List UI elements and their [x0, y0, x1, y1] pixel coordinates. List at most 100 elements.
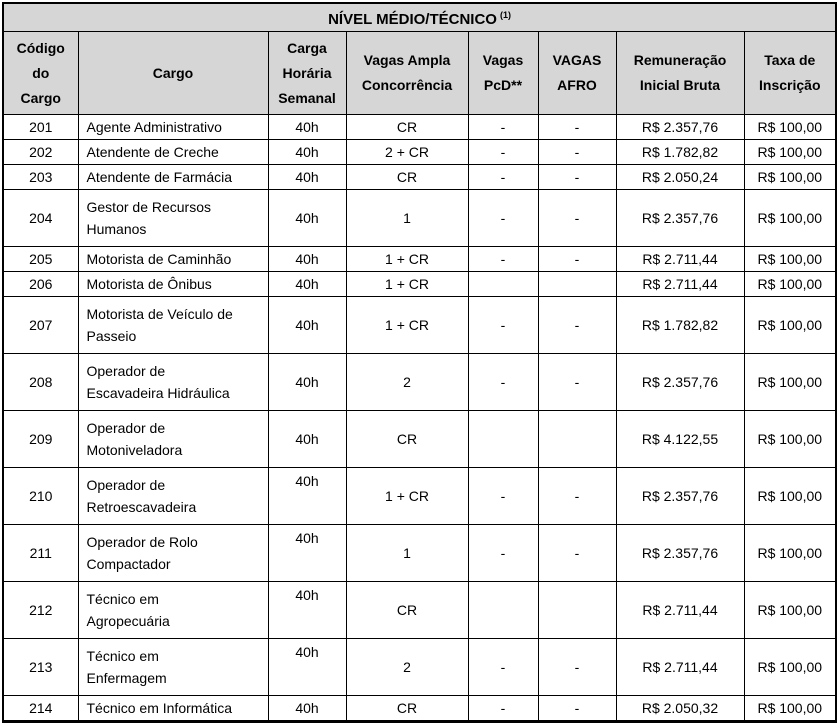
cell-vagas-pcd	[467, 581, 539, 639]
cell-vagas-ampla: CR	[345, 164, 469, 190]
cell-cargo: Técnico em Informática	[77, 695, 269, 722]
table-row: 214 Técnico em Informática 40h CR - - R$ 2.050…	[2, 695, 837, 722]
col-header-vagas-ampla-concorrencia: Vagas Ampla Concorrência	[345, 31, 469, 115]
cell-vagas-ampla: 1 + CR	[345, 271, 469, 297]
table-row: 213 Técnico em Enfermagem 40h 2- - R$ 2.711,4…	[2, 638, 837, 696]
cell-codigo: 206	[2, 271, 79, 297]
cell-cargo: Operador de Escavadeira Hidráulica	[77, 353, 269, 411]
cell-carga: 40h	[267, 139, 347, 165]
table-row: 209 Operador de Motoniveladora 40h CR R$ 4.1…	[2, 410, 837, 468]
cell-carga: 40h	[267, 296, 347, 354]
table-row: 207 Motorista de Veículo de Passeio 40h 1 +…	[2, 296, 837, 354]
table-row: 202 Atendente de Creche 40h 2 + CR - - R$ 1.78…	[2, 139, 837, 165]
cell-carga: 40h	[267, 410, 347, 468]
cell-carga: 40h	[267, 467, 347, 525]
cell-taxa: R$ 100,00	[743, 353, 837, 411]
cell-cargo: Gestor de Recursos Humanos	[77, 189, 269, 247]
cell-remuneracao: R$ 2.357,76	[615, 524, 745, 582]
cell-vagas-afro: -	[537, 114, 617, 140]
cell-remuneracao: R$ 1.782,82	[615, 296, 745, 354]
table-title-text: NÍVEL MÉDIO/TÉCNICO	[328, 11, 497, 28]
cell-remuneracao: R$ 2.357,76	[615, 189, 745, 247]
table-row: 211 Operador de Rolo Compactador 40h 1- - R$ …	[2, 524, 837, 582]
cell-taxa: R$ 100,00	[743, 271, 837, 297]
cell-vagas-afro: -	[537, 695, 617, 722]
cell-taxa: R$ 100,00	[743, 246, 837, 272]
cell-codigo: 211	[2, 524, 79, 582]
cell-vagas-afro: -	[537, 246, 617, 272]
table-body: 201 Agente Administrativo 40h CR - - R$ 2.357,…	[2, 114, 837, 722]
cell-carga: 40h	[267, 524, 347, 582]
cell-vagas-afro: -	[537, 353, 617, 411]
cell-vagas-ampla: CR	[345, 695, 469, 722]
cell-remuneracao: R$ 2.711,44	[615, 581, 745, 639]
cell-taxa: R$ 100,00	[743, 695, 837, 722]
table-title-row: NÍVEL MÉDIO/TÉCNICO (1)	[2, 2, 837, 32]
cell-remuneracao: R$ 1.782,82	[615, 139, 745, 165]
cell-vagas-afro: -	[537, 189, 617, 247]
cell-cargo: Operador de Motoniveladora	[77, 410, 269, 468]
table-title: NÍVEL MÉDIO/TÉCNICO (1)	[2, 2, 837, 32]
cell-vagas-afro: -	[537, 467, 617, 525]
cell-carga: 40h	[267, 638, 347, 696]
table-row: 212 Técnico em Agropecuária 40h CR R$ 2.711,…	[2, 581, 837, 639]
cell-taxa: R$ 100,00	[743, 189, 837, 247]
col-header-remuneracao-inicial-bruta: Remuneração Inicial Bruta	[615, 31, 745, 115]
table-row: 206 Motorista de Ônibus 40h 1 + CR R$ 2.711,…	[2, 271, 837, 297]
cell-vagas-pcd	[467, 271, 539, 297]
cell-vagas-pcd: -	[467, 296, 539, 354]
cell-remuneracao: R$ 2.357,76	[615, 114, 745, 140]
cell-codigo: 210	[2, 467, 79, 525]
cell-cargo: Motorista de Caminhão	[77, 246, 269, 272]
cell-codigo: 212	[2, 581, 79, 639]
cell-cargo: Operador de Retroescavadeira	[77, 467, 269, 525]
cell-cargo: Operador de Rolo Compactador	[77, 524, 269, 582]
cell-carga: 40h	[267, 164, 347, 190]
cell-cargo: Motorista de Ônibus	[77, 271, 269, 297]
cell-vagas-afro: -	[537, 638, 617, 696]
cell-taxa: R$ 100,00	[743, 467, 837, 525]
cell-vagas-pcd: -	[467, 353, 539, 411]
cell-vagas-pcd: -	[467, 114, 539, 140]
cell-carga: 40h	[267, 353, 347, 411]
table-row: 210 Operador de Retroescavadeira 40h 1 + CR…	[2, 467, 837, 525]
cell-remuneracao: R$ 2.711,44	[615, 271, 745, 297]
cell-remuneracao: R$ 2.711,44	[615, 638, 745, 696]
table-header-row: Código do Cargo Cargo Carga Horária Sema…	[2, 31, 837, 115]
cell-vagas-pcd: -	[467, 524, 539, 582]
cell-codigo: 214	[2, 695, 79, 722]
cell-codigo: 207	[2, 296, 79, 354]
cell-vagas-ampla: 2 + CR	[345, 139, 469, 165]
cell-vagas-ampla: CR	[345, 581, 469, 639]
cell-vagas-ampla: 2	[345, 353, 469, 411]
cell-carga: 40h	[267, 114, 347, 140]
cell-vagas-ampla: 1 + CR	[345, 467, 469, 525]
cell-codigo: 203	[2, 164, 79, 190]
cell-codigo: 204	[2, 189, 79, 247]
cell-vagas-ampla: 1 + CR	[345, 296, 469, 354]
cell-vagas-pcd: -	[467, 246, 539, 272]
cell-vagas-afro: -	[537, 524, 617, 582]
cell-cargo: Motorista de Veículo de Passeio	[77, 296, 269, 354]
cell-vagas-afro	[537, 410, 617, 468]
cell-codigo: 205	[2, 246, 79, 272]
cell-remuneracao: R$ 4.122,55	[615, 410, 745, 468]
table-title-footnote-marker: (1)	[499, 10, 511, 20]
col-header-taxa-de-inscricao: Taxa de Inscrição	[743, 31, 837, 115]
cell-carga: 40h	[267, 581, 347, 639]
table-row: 201 Agente Administrativo 40h CR - - R$ 2.357,…	[2, 114, 837, 140]
cell-vagas-ampla: 1	[345, 189, 469, 247]
cell-vagas-pcd: -	[467, 695, 539, 722]
cell-taxa: R$ 100,00	[743, 296, 837, 354]
cell-vagas-pcd: -	[467, 139, 539, 165]
col-header-vagas-afro: VAGAS AFRO	[537, 31, 617, 115]
cell-vagas-ampla: 2	[345, 638, 469, 696]
cell-taxa: R$ 100,00	[743, 524, 837, 582]
col-header-codigo-do-cargo: Código do Cargo	[2, 31, 79, 115]
cell-cargo: Atendente de Creche	[77, 139, 269, 165]
cell-vagas-pcd: -	[467, 638, 539, 696]
cell-cargo: Técnico em Enfermagem	[77, 638, 269, 696]
cell-codigo: 208	[2, 353, 79, 411]
cell-cargo: Atendente de Farmácia	[77, 164, 269, 190]
